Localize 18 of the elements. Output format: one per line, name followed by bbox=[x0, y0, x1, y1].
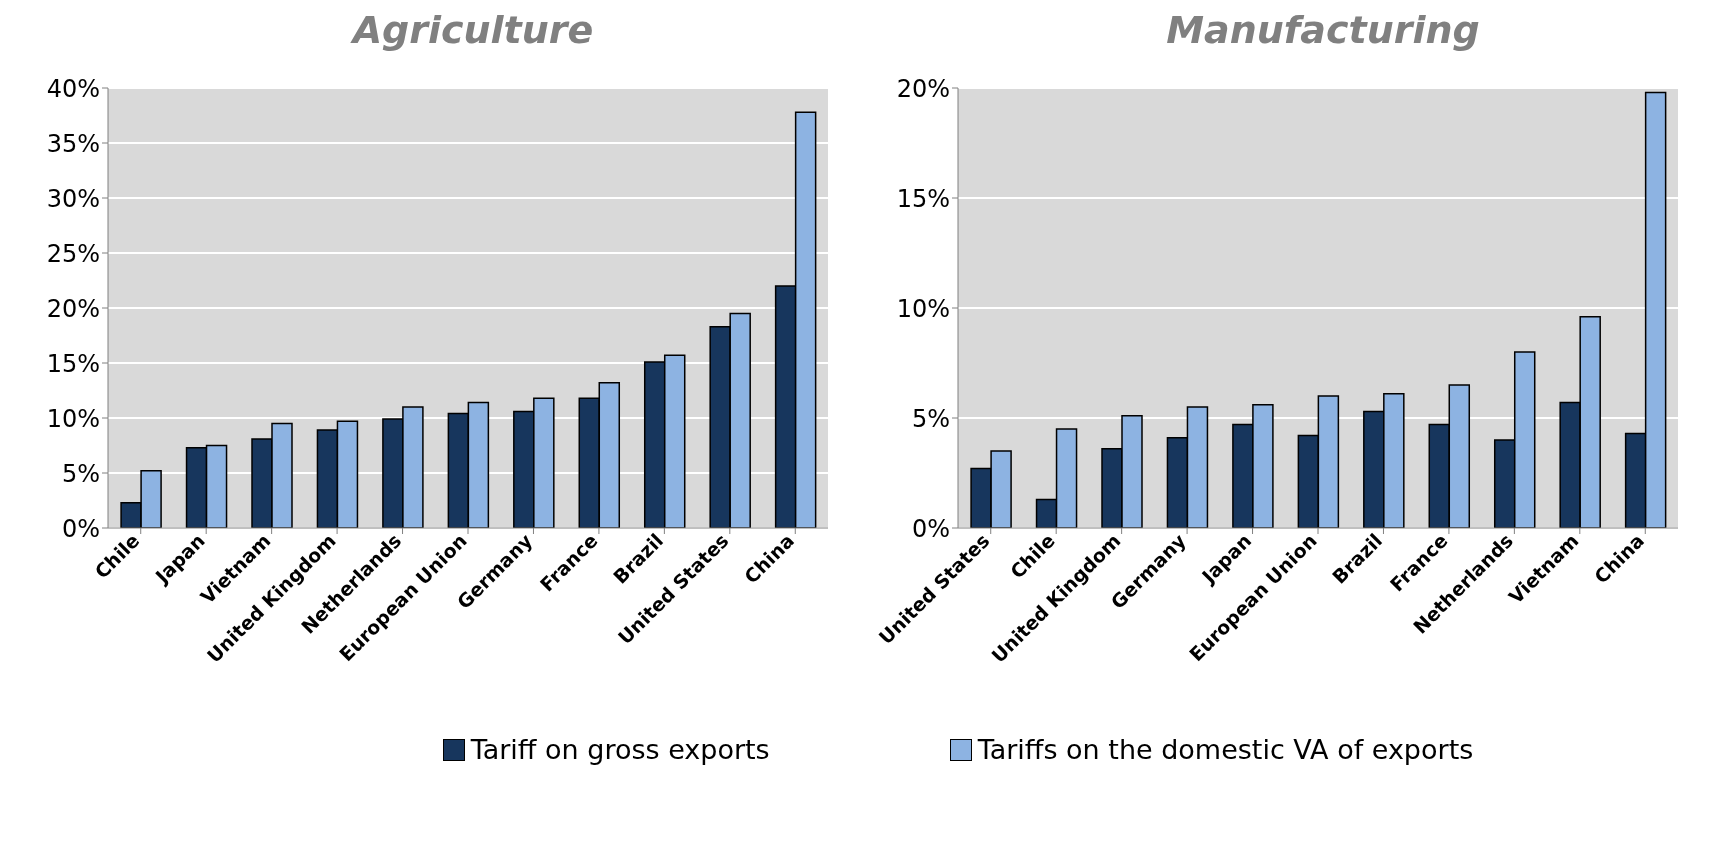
y-tick-label: 10% bbox=[896, 294, 950, 323]
y-tick-label: 30% bbox=[46, 184, 100, 213]
y-tick-label: 10% bbox=[46, 404, 100, 433]
y-tick-label: 20% bbox=[46, 294, 100, 323]
chart-title: Agriculture bbox=[349, 8, 595, 54]
y-tick-label: 5% bbox=[911, 404, 950, 433]
y-tick-label: 0% bbox=[911, 514, 950, 543]
y-tick-label: 15% bbox=[46, 349, 100, 378]
y-tick-label: 40% bbox=[46, 74, 100, 103]
y-tick-label: 5% bbox=[61, 459, 100, 488]
chart-title: Manufacturing bbox=[1165, 8, 1481, 54]
y-tick-label: 25% bbox=[46, 239, 100, 268]
y-tick-label: 35% bbox=[46, 129, 100, 158]
legend-label: Tariff on gross exports bbox=[469, 734, 770, 765]
y-tick-label: 0% bbox=[61, 514, 100, 543]
y-tick-label: 20% bbox=[896, 74, 950, 103]
legend-label: Tariffs on the domestic VA of exports bbox=[976, 734, 1474, 765]
y-tick-label: 15% bbox=[896, 184, 950, 213]
